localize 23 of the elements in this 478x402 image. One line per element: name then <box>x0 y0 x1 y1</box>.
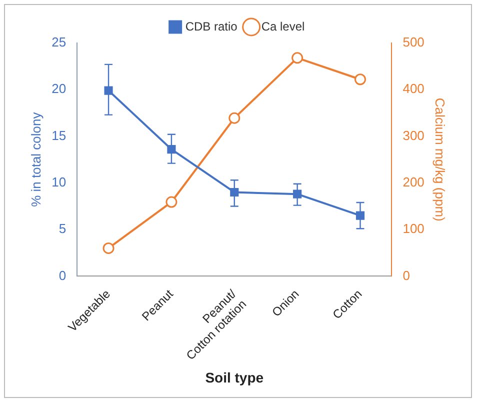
point <box>166 196 178 208</box>
y-tick-label: 5 <box>58 221 66 236</box>
point <box>228 112 240 124</box>
point <box>104 86 113 95</box>
x-axis-title: Soil type <box>205 369 264 386</box>
y2-tick-label: 400 <box>402 81 424 96</box>
y-tick-label: 10 <box>52 174 66 190</box>
y-tick-label: 15 <box>52 128 66 143</box>
point <box>102 242 114 254</box>
y-axis-title: % in total colony <box>28 112 44 207</box>
y2-tick-label: 200 <box>402 174 424 190</box>
y2-tick-label: 300 <box>402 128 424 143</box>
y2-tick-label: 500 <box>402 34 424 50</box>
y-tick-label: 20 <box>52 81 66 96</box>
y2-axis-title: Calcium mg/kg (ppm) <box>432 98 448 222</box>
y-tick-label: 0 <box>58 268 66 283</box>
y2-tick-label: 100 <box>402 221 424 236</box>
y2-tick-label: 0 <box>402 268 410 283</box>
legend-label: CDB ratio <box>185 19 238 34</box>
point <box>292 52 304 64</box>
y-tick-label: 25 <box>52 34 66 50</box>
legend-label: Ca level <box>261 19 305 34</box>
point <box>354 74 366 86</box>
